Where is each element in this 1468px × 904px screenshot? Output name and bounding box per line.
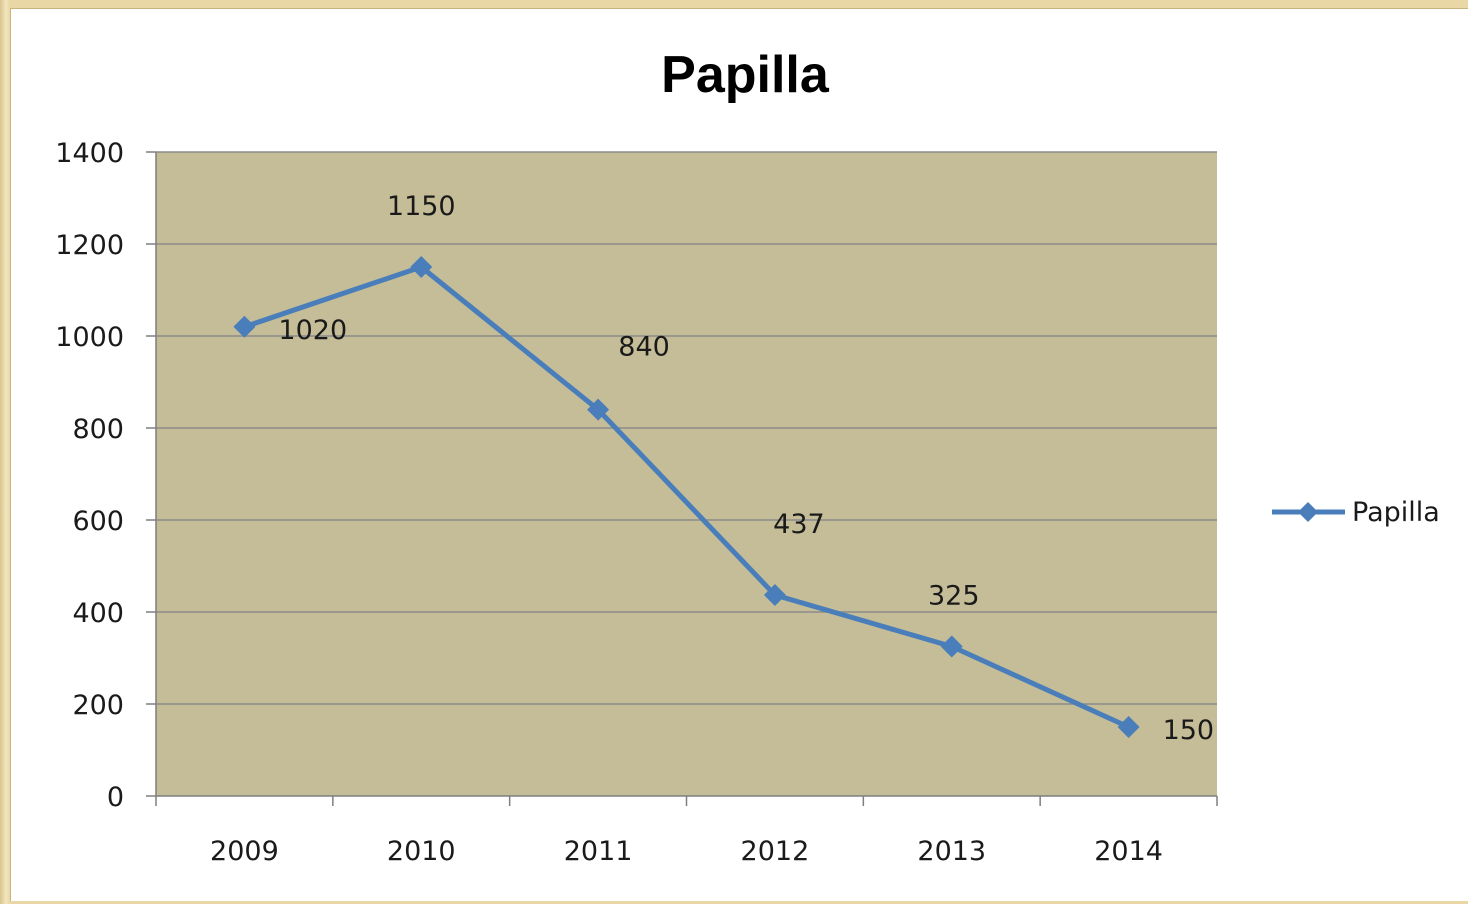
data-point-marker [763,583,786,606]
y-tick-label: 1200 [55,230,124,261]
x-tick-label: 2014 [1094,836,1163,867]
series-line [243,264,1130,730]
x-tick-label: 2009 [210,836,279,867]
data-point-marker [233,315,256,338]
legend-marker [1298,502,1318,522]
y-tick-label: 1000 [55,322,124,353]
x-tick-label: 2012 [741,836,810,867]
y-tick-label: 0 [107,782,124,813]
y-tick-label: 200 [72,690,124,721]
chart-title: Papilla [661,46,830,104]
data-label: 437 [773,509,825,540]
legend: Papilla [1272,497,1440,528]
data-point-marker [410,256,433,278]
y-tick-label: 800 [72,414,124,445]
data-label: 840 [618,332,670,363]
x-tick-label: 2010 [387,836,456,867]
legend-label: Papilla [1352,497,1440,528]
data-label: 1150 [387,191,456,222]
x-tick-label: 2013 [917,836,986,867]
data-point-marker [1117,716,1140,738]
plot-area: 0 200 400 600 800 1000 1200 1400 2009 2010 2011 201… [55,138,1218,867]
data-label: 1020 [278,315,347,346]
x-tick-label: 2011 [564,836,633,867]
plot-background [156,152,1217,796]
data-point-marker [587,398,610,421]
y-tick-label: 400 [72,598,124,629]
data-label: 325 [928,581,980,612]
y-tick-label: 600 [72,506,124,537]
data-label: 150 [1163,715,1215,746]
data-point-marker [940,635,963,658]
y-tick-label: 1400 [55,138,124,169]
